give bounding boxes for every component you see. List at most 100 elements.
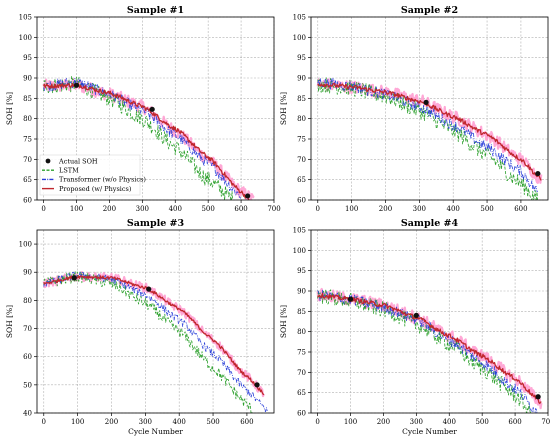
- plot-frame: [36, 229, 275, 414]
- y-tick-label: 80: [23, 297, 32, 305]
- subplot-2: 0 100 200 300 400 500 600 60 65 70 75 80 85 90 95 100 10…: [279, 5, 549, 213]
- series-line-lstm: [43, 271, 253, 413]
- y-tick-label: 70: [297, 156, 306, 164]
- actual-soh-marker: [146, 286, 152, 292]
- subplot-1: 0 100 200 300 400 500 600 700 60 65 70 75 80 85 90 95 10…: [5, 5, 281, 213]
- y-tick-label: 50: [23, 381, 32, 389]
- x-tick-label: 300: [413, 205, 426, 213]
- y-tick-label: 65: [23, 176, 32, 184]
- y-tick-label: 70: [23, 156, 32, 164]
- actual-soh-marker: [149, 106, 155, 112]
- subplot-title: Sample #1: [127, 5, 184, 16]
- x-tick-label: 300: [410, 418, 423, 426]
- series-line-proposed-w-physics-: [43, 275, 265, 396]
- y-tick-label: 60: [23, 353, 32, 361]
- legend-label: Proposed (w/ Physics): [59, 185, 132, 193]
- x-tick-label: 600: [234, 205, 247, 213]
- y-tick-label: 100: [293, 247, 306, 255]
- actual-soh-marker: [347, 296, 354, 302]
- actual-soh-marker: [71, 275, 77, 281]
- y-tick-label: 70: [297, 369, 306, 377]
- y-tick-label: 85: [23, 95, 32, 103]
- y-tick-label: 100: [19, 241, 32, 249]
- y-tick-label: 85: [297, 308, 306, 316]
- x-tick-label: 300: [136, 205, 149, 213]
- x-tick-label: 100: [345, 205, 358, 213]
- x-tick-label: 200: [105, 418, 118, 426]
- x-tick-label: 700: [541, 418, 550, 426]
- legend-label: Transformer (w/o Physics): [59, 176, 146, 184]
- y-tick-label: 65: [297, 389, 306, 397]
- x-tick-label: 0: [316, 205, 320, 213]
- series-line-lstm: [317, 289, 532, 413]
- y-tick-label: 95: [23, 54, 32, 62]
- y-tick-label: 75: [297, 349, 306, 357]
- legend-label: LSTM: [59, 167, 79, 175]
- y-tick-label: 90: [23, 75, 32, 83]
- y-tick-label: 80: [297, 328, 306, 336]
- actual-soh-marker: [535, 394, 541, 400]
- y-tick-label: 90: [297, 75, 306, 83]
- x-tick-label: 100: [71, 418, 84, 426]
- x-tick-label: 600: [508, 418, 521, 426]
- y-tick-label: 80: [297, 115, 306, 123]
- y-tick-label: 80: [23, 115, 32, 123]
- x-tick-label: 0: [315, 418, 319, 426]
- y-tick-label: 60: [297, 197, 306, 205]
- series-line-actual-soh: [316, 78, 543, 184]
- y-tick-label: 95: [297, 267, 306, 275]
- x-tick-label: 400: [447, 205, 460, 213]
- x-tick-label: 400: [173, 418, 186, 426]
- series-line-lstm: [43, 75, 233, 200]
- plot-frame: [310, 229, 549, 414]
- x-axis-label: Cycle Number: [128, 427, 183, 436]
- x-tick-label: 200: [377, 418, 390, 426]
- y-tick-label: 100: [293, 34, 306, 42]
- x-tick-label: 500: [206, 418, 219, 426]
- x-tick-label: 500: [475, 418, 488, 426]
- y-tick-label: 90: [297, 288, 306, 296]
- x-tick-label: 200: [379, 205, 392, 213]
- x-tick-label: 400: [443, 418, 456, 426]
- x-tick-label: 0: [42, 418, 46, 426]
- y-tick-label: 65: [297, 176, 306, 184]
- x-tick-label: 700: [267, 205, 280, 213]
- series-line-transformer-w-o-physics-: [43, 271, 268, 413]
- legend-marker-actual: [45, 158, 51, 164]
- x-tick-label: 600: [240, 418, 253, 426]
- legend-label: Actual SOH: [58, 157, 98, 165]
- x-tick-label: 0: [41, 205, 45, 213]
- subplot-title: Sample #3: [127, 218, 184, 229]
- y-tick-label: 70: [23, 325, 32, 333]
- x-tick-label: 400: [169, 205, 182, 213]
- actual-soh-marker: [423, 99, 429, 105]
- x-tick-label: 500: [201, 205, 214, 213]
- x-tick-label: 600: [514, 205, 527, 213]
- actual-soh-marker: [413, 312, 419, 318]
- x-tick-label: 300: [139, 418, 152, 426]
- y-tick-label: 60: [23, 197, 32, 205]
- series-line-transformer-w-o-physics-: [317, 289, 538, 413]
- y-tick-label: 40: [23, 410, 32, 418]
- y-tick-label: 75: [297, 136, 306, 144]
- plot-frame: [310, 16, 549, 201]
- x-tick-label: 100: [70, 205, 83, 213]
- y-tick-label: 60: [297, 410, 306, 418]
- x-tick-label: 500: [480, 205, 493, 213]
- series-line-transformer-w-o-physics-: [317, 78, 538, 192]
- subplot-4: 0 100 200 300 400 500 600 700 60 65 70 75 80 85 90 95 10…: [279, 218, 550, 436]
- y-tick-label: 100: [19, 34, 32, 42]
- y-tick-label: 105: [293, 227, 306, 235]
- actual-soh-marker: [245, 193, 251, 199]
- y-axis-label: SOH [%]: [279, 92, 288, 125]
- subplot-3: 0 100 200 300 400 500 600 40 50 60 70 80 90 100 Sample…: [5, 218, 275, 436]
- x-tick-label: 100: [344, 418, 357, 426]
- y-tick-label: 105: [19, 14, 32, 22]
- y-tick-label: 95: [297, 54, 306, 62]
- subplot-title: Sample #4: [401, 218, 459, 229]
- y-axis-label: SOH [%]: [5, 305, 14, 338]
- x-tick-label: 200: [103, 205, 116, 213]
- y-axis-label: SOH [%]: [5, 92, 14, 125]
